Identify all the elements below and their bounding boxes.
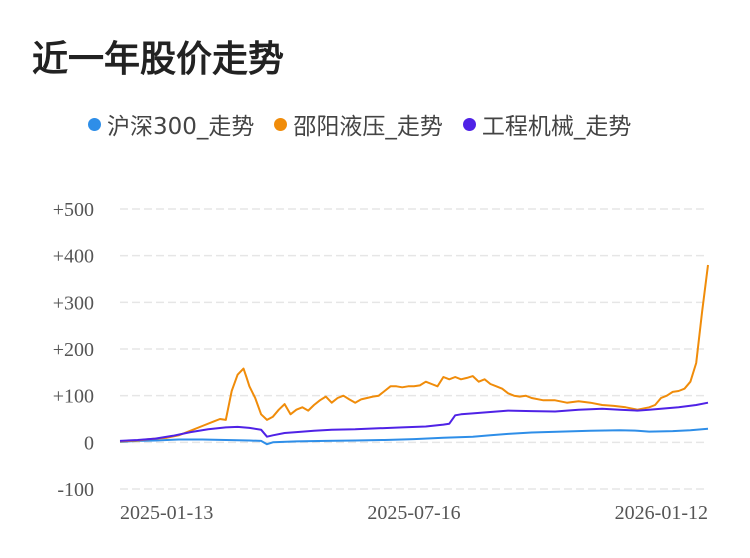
legend-label-construction: 工程机械_走势: [481, 114, 632, 140]
x-tick-label: 2025-07-16: [367, 502, 460, 524]
legend-label-hs300: 沪深300_走势: [107, 114, 255, 140]
legend-item-shaoyang[interactable]: 邵阳液压_走势: [274, 107, 443, 141]
legend-dot-shaoyang: [274, 117, 288, 131]
legend-item-construction[interactable]: 工程机械_走势: [462, 107, 632, 141]
y-tick-label: +300: [53, 292, 94, 314]
y-tick-label: +200: [53, 339, 94, 361]
series-line-1[interactable]: [119, 264, 709, 443]
chart-title: 近一年股价走势: [32, 39, 285, 80]
legend-dot-hs300: [88, 117, 101, 131]
legend-item-hs300[interactable]: 沪深300_走势: [88, 107, 254, 141]
series-line-0[interactable]: [119, 427, 709, 446]
series-line-2[interactable]: [119, 401, 709, 442]
x-tick-label: 2025-01-13: [120, 502, 213, 524]
y-tick-label: +100: [53, 386, 94, 408]
y-tick-label: +400: [53, 246, 94, 268]
legend-label-shaoyang: 邵阳液压_走势: [293, 114, 443, 140]
legend-dot-construction: [462, 117, 476, 131]
y-tick-label: 0: [84, 432, 94, 454]
y-tick-label: +500: [53, 199, 94, 221]
legend: 沪深300_走势 邵阳液压_走势 工程机械_走势: [88, 108, 651, 140]
x-tick-label: 2026-01-12: [615, 502, 708, 524]
y-tick-label: -100: [57, 479, 94, 501]
